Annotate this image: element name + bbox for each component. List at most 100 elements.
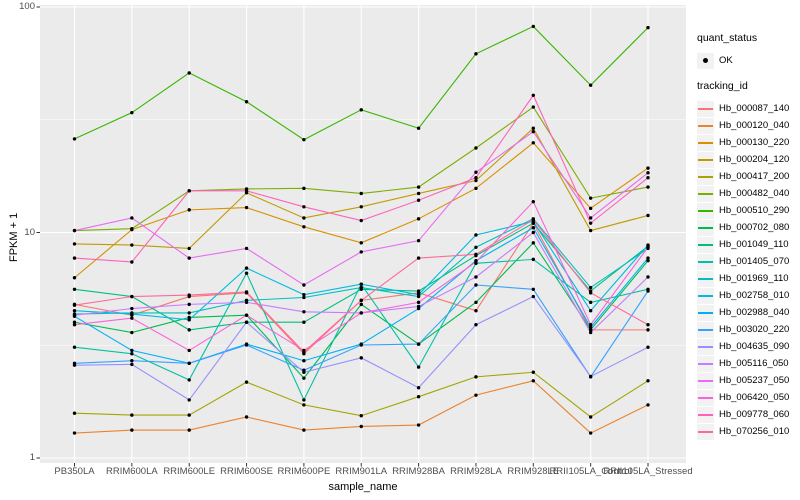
- data-point: [187, 315, 191, 320]
- data-point: [72, 228, 77, 233]
- legend-item-Hb_005237_050[interactable]: Hb_005237_050: [697, 372, 799, 389]
- data-point: [359, 218, 363, 223]
- data-point: [130, 413, 134, 417]
- legend-item-Hb_003020_220[interactable]: Hb_003020_220: [697, 321, 799, 338]
- legend-key-line: [697, 372, 714, 389]
- legend-item-Hb_001049_110[interactable]: Hb_001049_110: [697, 236, 799, 253]
- legend-item-Hb_002758_010[interactable]: Hb_002758_010: [697, 287, 799, 304]
- legend-key-line: [697, 100, 714, 117]
- data-point: [244, 290, 249, 294]
- data-point: [531, 370, 535, 374]
- data-point: [474, 260, 478, 264]
- legend-item-label: Hb_002988_040: [719, 307, 790, 318]
- data-point: [302, 283, 306, 287]
- data-point: [302, 370, 306, 374]
- data-point: [244, 300, 249, 305]
- series-color-swatch: [698, 277, 713, 280]
- legend-item-Hb_009778_060[interactable]: Hb_009778_060: [697, 406, 799, 423]
- point-marker-icon: [703, 58, 708, 63]
- legend-item-Hb_070256_010[interactable]: Hb_070256_010: [697, 423, 799, 440]
- plot-panel: [40, 5, 686, 463]
- legend-item-Hb_000130_220[interactable]: Hb_000130_220: [697, 134, 799, 151]
- data-point: [588, 374, 593, 379]
- legend-item-Hb_000120_040[interactable]: Hb_000120_040: [697, 117, 799, 134]
- y-axis-title: FPKM + 1: [8, 212, 20, 262]
- series-color-swatch: [698, 345, 713, 348]
- x-tick-label: PB350LA: [54, 466, 95, 477]
- data-point: [72, 276, 77, 280]
- data-point: [130, 428, 134, 432]
- data-point: [416, 385, 421, 390]
- series-color-swatch: [698, 226, 713, 229]
- legend-key-line: [697, 287, 714, 304]
- legend-item-Hb_005116_050[interactable]: Hb_005116_050: [697, 355, 799, 372]
- data-point: [244, 343, 249, 347]
- x-axis-title: sample_name: [328, 481, 398, 493]
- legend-key-line: [697, 389, 714, 406]
- data-point: [646, 258, 650, 263]
- data-point: [416, 238, 421, 243]
- y-tick-label: 100: [19, 1, 35, 12]
- x-tick-label: RRIM901LA: [335, 466, 388, 477]
- data-point: [646, 245, 650, 249]
- legend-item-Hb_002988_040[interactable]: Hb_002988_040: [697, 304, 799, 321]
- data-point: [187, 302, 191, 307]
- data-point: [130, 294, 134, 299]
- legend-item-label: Hb_000120_040: [719, 120, 790, 131]
- legend-key-line: [697, 134, 714, 151]
- data-point: [474, 233, 478, 237]
- data-point: [588, 309, 593, 313]
- legend-item-Hb_000417_200[interactable]: Hb_000417_200: [697, 168, 799, 185]
- legend-item-label: Hb_003020_220: [719, 324, 790, 335]
- data-point: [646, 328, 650, 332]
- data-point: [588, 83, 593, 87]
- legend-item-ok[interactable]: OK: [697, 52, 799, 69]
- data-point: [187, 348, 191, 353]
- legend-item-Hb_006420_050[interactable]: Hb_006420_050: [697, 389, 799, 406]
- data-point: [416, 185, 421, 189]
- data-point: [588, 228, 593, 233]
- data-point: [359, 343, 363, 347]
- data-point: [531, 294, 535, 299]
- legend-item-label: Hb_005116_050: [719, 358, 789, 369]
- data-point: [72, 411, 77, 415]
- series-color-swatch: [698, 124, 713, 127]
- data-point: [416, 126, 421, 130]
- data-point: [244, 246, 249, 251]
- series-color-swatch: [698, 158, 713, 161]
- legend-item-Hb_000510_290[interactable]: Hb_000510_290: [697, 202, 799, 219]
- x-tick-label: RRIM928LA: [450, 466, 502, 477]
- data-point: [416, 292, 421, 297]
- data-point: [72, 320, 77, 324]
- data-point: [474, 175, 478, 180]
- data-point: [474, 252, 478, 257]
- legend-item-Hb_000087_140[interactable]: Hb_000087_140: [697, 100, 799, 117]
- x-tick-label: RRIM600SE: [220, 466, 273, 477]
- data-point: [302, 320, 306, 324]
- legend-item-Hb_004635_090[interactable]: Hb_004635_090: [697, 338, 799, 355]
- legend-item-Hb_001969_110[interactable]: Hb_001969_110: [697, 270, 799, 287]
- data-point: [531, 241, 535, 245]
- legend-item-Hb_000702_080[interactable]: Hb_000702_080: [697, 219, 799, 236]
- legend-item-Hb_000482_040[interactable]: Hb_000482_040: [697, 185, 799, 202]
- data-point: [359, 108, 363, 112]
- data-point: [302, 292, 306, 297]
- legend-item-Hb_000204_120[interactable]: Hb_000204_120: [697, 151, 799, 168]
- legend-key-line: [697, 338, 714, 355]
- data-point: [474, 393, 478, 397]
- legend-item-label: Hb_070256_010: [719, 426, 790, 437]
- series-color-swatch: [698, 311, 713, 314]
- legend-key-line: [697, 270, 714, 287]
- data-point: [187, 413, 191, 417]
- data-point: [416, 365, 421, 369]
- data-point: [72, 287, 77, 291]
- legend-item-Hb_001405_070[interactable]: Hb_001405_070: [697, 253, 799, 270]
- series-color-swatch: [698, 396, 713, 399]
- data-point: [416, 191, 421, 196]
- legend-item-label: OK: [719, 55, 733, 66]
- data-point: [474, 275, 478, 279]
- legend-item-label: Hb_001969_110: [719, 273, 789, 284]
- data-point: [474, 245, 478, 249]
- data-point: [474, 186, 478, 191]
